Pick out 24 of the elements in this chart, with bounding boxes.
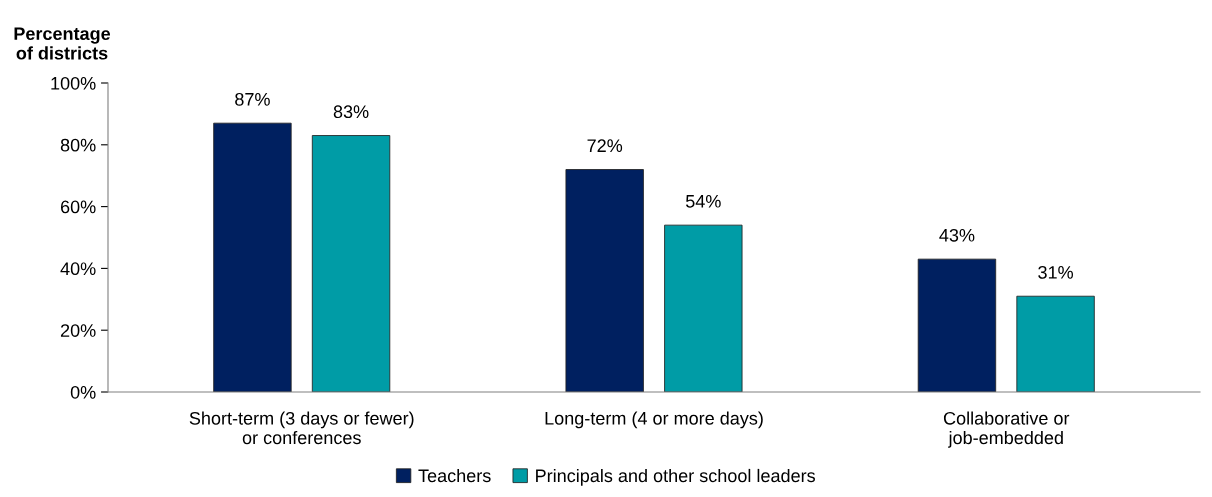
y-tick-label: 60% <box>60 200 96 214</box>
bar <box>1016 295 1095 392</box>
legend-label: Principals and other school leaders <box>536 468 815 486</box>
y-axis-title: Percentage of districts <box>14 27 111 60</box>
y-tick-label: 40% <box>60 262 96 276</box>
data-label: 31% <box>1038 265 1073 279</box>
y-tick-label: 80% <box>60 138 96 152</box>
bar <box>311 135 391 392</box>
legend-label: Teachers <box>418 468 491 483</box>
data-label: 72% <box>587 139 623 152</box>
bar <box>565 169 644 392</box>
data-label: 87% <box>235 92 270 106</box>
x-tick-label: Short-term (3 days or fewer) or conferences <box>189 411 414 445</box>
y-tick-label: 0% <box>70 385 96 399</box>
bar <box>213 122 292 392</box>
y-tick-label: 20% <box>60 324 96 337</box>
bar <box>664 224 743 392</box>
x-tick-label: Long-term (4 or more days) <box>545 411 763 429</box>
data-label: 54% <box>685 194 721 208</box>
bar <box>917 258 997 392</box>
data-label: 43% <box>939 228 975 242</box>
data-label: 83% <box>333 105 369 119</box>
y-tick-label: 100% <box>51 76 96 90</box>
x-tick-label: Collaborative or job-embedded <box>943 411 1070 448</box>
